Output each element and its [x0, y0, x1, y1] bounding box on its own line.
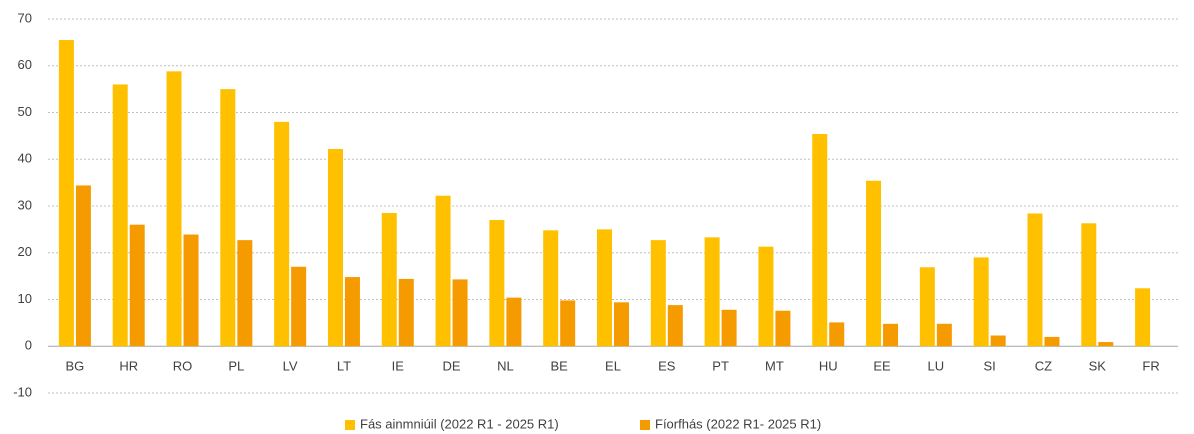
legend-label: Fás ainmniúil (2022 R1 - 2025 R1) — [360, 416, 559, 431]
y-tick-label: 60 — [18, 57, 32, 72]
y-tick-label: 40 — [18, 151, 32, 166]
bar — [543, 230, 559, 347]
y-tick-label: 0 — [25, 338, 32, 353]
bar — [291, 266, 307, 347]
bar — [758, 246, 774, 347]
bar — [990, 335, 1006, 347]
bar — [183, 234, 199, 347]
x-tick-label: MT — [765, 359, 784, 374]
x-tick-label: DE — [443, 359, 461, 374]
bar — [1027, 213, 1043, 347]
bar — [1098, 342, 1114, 347]
bar — [650, 240, 666, 347]
bar — [936, 323, 952, 347]
x-tick-label: BE — [551, 359, 569, 374]
bar — [237, 240, 253, 347]
bar — [129, 224, 145, 347]
bar — [973, 257, 989, 347]
x-tick-label: PT — [712, 359, 729, 374]
bar — [883, 323, 899, 347]
x-tick-label: FR — [1142, 359, 1159, 374]
x-tick-label: LT — [337, 359, 351, 374]
y-tick-label: 50 — [18, 104, 32, 119]
bar — [435, 195, 451, 347]
x-tick-label: EL — [605, 359, 621, 374]
x-tick-label: HU — [819, 359, 838, 374]
bar — [775, 310, 791, 347]
bar — [614, 302, 629, 347]
bar — [829, 322, 845, 347]
legend-label: Fíorfhás (2022 R1- 2025 R1) — [655, 416, 821, 431]
x-tick-label: SK — [1089, 359, 1107, 374]
bar — [1135, 288, 1151, 347]
bar — [1081, 223, 1097, 347]
x-tick-label: NL — [497, 359, 514, 374]
x-tick-label: BG — [66, 359, 85, 374]
x-tick-label: RO — [173, 359, 193, 374]
bar — [919, 267, 935, 347]
bar — [704, 237, 720, 347]
x-tick-label: HR — [119, 359, 138, 374]
bar — [452, 279, 468, 347]
bar — [667, 305, 683, 347]
x-tick-label: CZ — [1035, 359, 1052, 374]
x-tick-label: PL — [228, 359, 244, 374]
bar — [866, 180, 882, 347]
bar — [560, 300, 576, 347]
bar — [112, 84, 128, 347]
bar — [489, 220, 505, 347]
x-tick-label: LU — [928, 359, 945, 374]
bar — [506, 297, 522, 347]
bar — [344, 277, 360, 347]
bar — [327, 148, 343, 347]
x-tick-label: SI — [984, 359, 996, 374]
bar — [721, 309, 737, 347]
y-tick-label: -10 — [13, 384, 32, 399]
x-tick-label: ES — [658, 359, 676, 374]
x-tick-label: IE — [392, 359, 405, 374]
bar — [812, 134, 828, 347]
y-tick-label: 10 — [18, 291, 32, 306]
y-tick-label: 30 — [18, 197, 32, 212]
y-tick-label: 70 — [18, 10, 32, 25]
bar — [166, 71, 182, 347]
bar — [381, 213, 397, 347]
x-tick-label: LV — [283, 359, 298, 374]
bar — [75, 185, 91, 347]
legend-swatch — [345, 420, 355, 430]
bar — [274, 121, 290, 347]
bar — [597, 229, 612, 347]
bar — [398, 278, 414, 347]
y-tick-label: 20 — [18, 244, 32, 259]
bar — [58, 40, 74, 347]
bar — [220, 89, 236, 347]
bar — [1044, 336, 1060, 347]
x-tick-label: EE — [873, 359, 891, 374]
legend-swatch — [640, 420, 650, 430]
